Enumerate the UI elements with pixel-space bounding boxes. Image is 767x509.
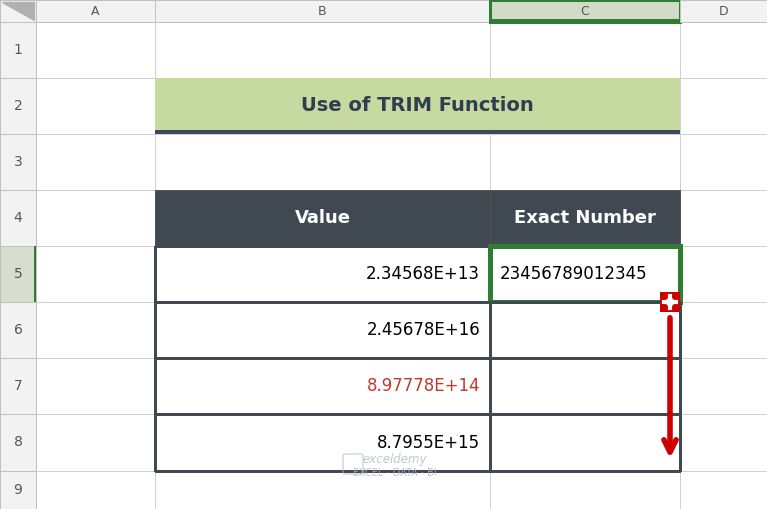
Bar (0, 134, 36, 190)
Text: exceldemy: exceldemy (363, 454, 427, 467)
Bar (155, 246, 490, 302)
Bar (490, 190, 680, 246)
Bar (155, 358, 490, 414)
Bar (36, 22, 155, 78)
Bar (490, 246, 680, 302)
Bar (490, 19, 680, 22)
Text: 2.34568E+13: 2.34568E+13 (366, 265, 480, 283)
Bar (490, 358, 680, 414)
Bar (490, 414, 680, 471)
Bar (680, 302, 767, 358)
Bar (34, 246, 36, 302)
Bar (490, 471, 680, 509)
Bar (680, 414, 767, 471)
Text: B: B (318, 5, 327, 17)
Bar (680, 471, 767, 509)
Bar (680, 134, 767, 190)
Bar (155, 78, 490, 134)
Text: Use of TRIM Function: Use of TRIM Function (301, 96, 534, 115)
Text: 8.7955E+15: 8.7955E+15 (377, 434, 480, 451)
Bar (36, 190, 155, 246)
Text: Value: Value (295, 209, 351, 227)
Text: 23456789012345: 23456789012345 (500, 265, 647, 283)
Bar (0, 471, 36, 509)
Bar (36, 246, 155, 302)
Bar (490, 414, 680, 471)
Text: D: D (719, 5, 729, 17)
Bar (490, 22, 680, 78)
Bar (36, 414, 155, 471)
Bar (155, 246, 490, 302)
Text: 8.97778E+14: 8.97778E+14 (367, 377, 480, 395)
Bar (0, 78, 36, 134)
Bar (490, 358, 680, 414)
Text: 2.45678E+16: 2.45678E+16 (367, 321, 480, 339)
Bar (0, 358, 36, 414)
Text: 3: 3 (14, 155, 22, 169)
Text: 6: 6 (14, 323, 22, 337)
Bar (680, 246, 767, 302)
Text: 5: 5 (14, 267, 22, 281)
Bar (0, 302, 36, 358)
Bar (155, 130, 680, 134)
Bar (0, 0, 767, 22)
Bar (155, 0, 490, 22)
Bar (0, 246, 36, 302)
Text: A: A (91, 5, 100, 17)
Text: EXCEL · DATA · BI: EXCEL · DATA · BI (353, 468, 437, 478)
Bar (680, 22, 767, 78)
Bar (490, 302, 680, 358)
Text: 4: 4 (14, 211, 22, 225)
Bar (0, 22, 36, 78)
Text: C: C (581, 5, 589, 17)
Bar (490, 78, 680, 134)
Bar (680, 0, 767, 22)
Bar (490, 0, 680, 22)
Text: Exact Number: Exact Number (514, 209, 656, 227)
Bar (155, 190, 490, 246)
Bar (155, 22, 490, 78)
Bar (0, 414, 36, 471)
Bar (155, 78, 680, 134)
Bar (36, 358, 155, 414)
Bar (680, 190, 767, 246)
Text: 7: 7 (14, 379, 22, 393)
Text: 2: 2 (14, 99, 22, 113)
Text: 8: 8 (14, 436, 22, 449)
Bar (490, 134, 680, 190)
Bar (0, 0, 36, 22)
Bar (0, 190, 36, 246)
Bar (36, 0, 155, 22)
Bar (36, 302, 155, 358)
Bar (490, 190, 680, 246)
Bar (155, 358, 490, 414)
Bar (155, 134, 490, 190)
Bar (36, 134, 155, 190)
Polygon shape (2, 2, 34, 20)
Bar (36, 78, 155, 134)
Bar (155, 471, 490, 509)
Text: 9: 9 (14, 483, 22, 497)
Text: 1: 1 (14, 43, 22, 57)
Bar (155, 302, 490, 358)
Bar (155, 414, 490, 471)
Bar (155, 302, 490, 358)
Bar (36, 471, 155, 509)
Bar (680, 358, 767, 414)
Bar (155, 414, 490, 471)
Bar (660, 292, 680, 312)
Bar (680, 78, 767, 134)
Bar (490, 246, 680, 302)
Bar (490, 302, 680, 358)
Bar (155, 190, 490, 246)
